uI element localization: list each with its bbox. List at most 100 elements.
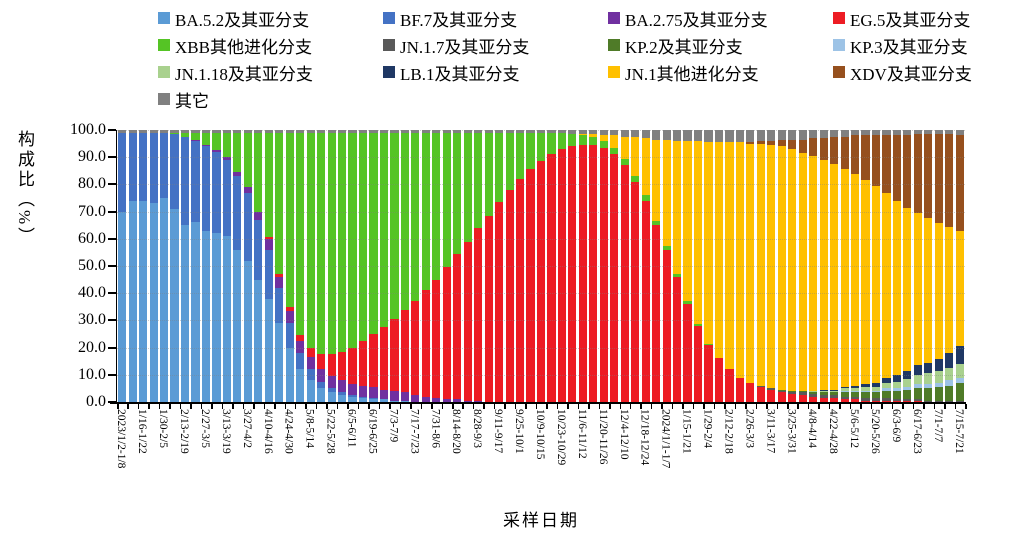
y-tick-label: 50.0 — [78, 257, 106, 274]
bar-segment — [673, 140, 682, 275]
bar-segment — [725, 130, 734, 143]
x-axis-tick — [179, 404, 182, 409]
gridline — [117, 293, 965, 295]
x-axis-tick — [755, 404, 758, 409]
bar-segment — [390, 400, 399, 402]
bar-segment — [557, 149, 566, 402]
x-tick-label: 9/11-9/17 — [492, 409, 505, 454]
bar-segment — [170, 208, 179, 402]
bar-segment — [892, 130, 902, 136]
bar — [421, 130, 430, 402]
bar-segment — [903, 370, 912, 379]
bar-segment — [913, 130, 922, 135]
bar-segment — [254, 132, 263, 212]
bar-segment — [913, 388, 922, 400]
bar-segment — [850, 385, 860, 389]
bar-segment — [180, 132, 190, 137]
legend-label: KP.2及其亚分支 — [625, 37, 743, 57]
bar-segment — [850, 130, 860, 136]
x-tick-label: 5/6-5/12 — [848, 409, 861, 448]
x-axis-tick — [378, 404, 381, 409]
bar-segment — [379, 389, 389, 400]
bar-segment — [610, 154, 619, 402]
x-axis-tick — [860, 404, 862, 409]
bar-segment — [788, 393, 797, 402]
legend-item: BF.7及其亚分支 — [383, 6, 608, 30]
bar-segment — [945, 385, 954, 401]
bar-segment — [809, 391, 818, 393]
bar-segment — [505, 130, 514, 133]
plot-area — [117, 130, 965, 402]
bar-segment — [704, 142, 713, 344]
bar-segment — [421, 130, 430, 133]
bar-segment — [379, 132, 389, 328]
bar — [453, 130, 462, 402]
bar — [160, 130, 169, 402]
x-tick-label: 1/15-1/21 — [680, 409, 693, 454]
bar-segment — [945, 353, 954, 369]
bar — [390, 130, 399, 402]
x-axis-tick — [274, 404, 276, 409]
legend-color-swatch — [833, 66, 845, 78]
bar — [746, 130, 755, 402]
bar-segment — [191, 140, 200, 223]
bar-segment — [903, 387, 912, 390]
legend-color-swatch — [833, 39, 845, 51]
bar-segment — [463, 400, 472, 402]
bar-segment — [327, 132, 336, 355]
bar-segment — [830, 164, 839, 390]
gridline — [117, 184, 965, 186]
bar-segment — [578, 134, 587, 136]
bar — [411, 130, 420, 402]
x-axis-tick — [347, 404, 349, 409]
bar-segment — [128, 132, 137, 201]
bar-segment — [589, 144, 598, 402]
bar-segment — [201, 132, 211, 145]
bar-segment — [243, 192, 252, 261]
bar-segment — [285, 310, 294, 324]
x-axis-tick — [577, 404, 580, 409]
bar-segment — [746, 142, 755, 144]
bar-segment — [882, 377, 891, 383]
bar-segment — [871, 185, 881, 383]
bar-segment — [955, 400, 964, 402]
x-axis-tick — [650, 404, 653, 409]
bar-segment — [924, 373, 933, 385]
bar-segment — [369, 399, 378, 402]
y-axis-tick — [108, 265, 116, 267]
x-axis-tick — [546, 404, 548, 409]
x-axis-tick — [368, 404, 370, 409]
bar-segment — [662, 249, 671, 402]
bar-segment — [756, 140, 765, 144]
bar-segment — [599, 130, 608, 136]
bar-segment — [850, 391, 860, 393]
x-tick-label: 9/25-10/1 — [513, 409, 526, 454]
bar-segment — [871, 392, 881, 398]
bar-segment — [568, 146, 577, 402]
legend-item: XDV及其亚分支 — [833, 60, 1024, 84]
bar-segment — [526, 169, 535, 402]
bar-segment — [254, 219, 263, 280]
bar — [358, 130, 368, 402]
bar-segment — [222, 130, 231, 133]
bar-segment — [652, 221, 661, 226]
bar-segment — [515, 130, 525, 133]
bar-segment — [442, 267, 451, 400]
bar-segment — [840, 130, 849, 137]
bar-segment — [850, 399, 860, 402]
x-tick-label: 1/29-2/4 — [701, 409, 714, 448]
bar-segment — [296, 369, 305, 402]
bar — [243, 130, 252, 402]
bar-segment — [306, 357, 315, 370]
x-axis-tick — [682, 404, 684, 409]
x-axis-tick — [797, 404, 799, 409]
bar-segment — [379, 130, 389, 133]
gridline — [117, 157, 965, 159]
legend-color-swatch — [383, 39, 395, 51]
x-axis-tick — [221, 404, 224, 409]
bar — [432, 130, 441, 402]
bar-segment — [139, 200, 148, 402]
x-tick-label: 2024/1/1-1/7 — [659, 409, 672, 469]
x-axis-tick — [828, 404, 831, 409]
bar — [400, 130, 409, 402]
